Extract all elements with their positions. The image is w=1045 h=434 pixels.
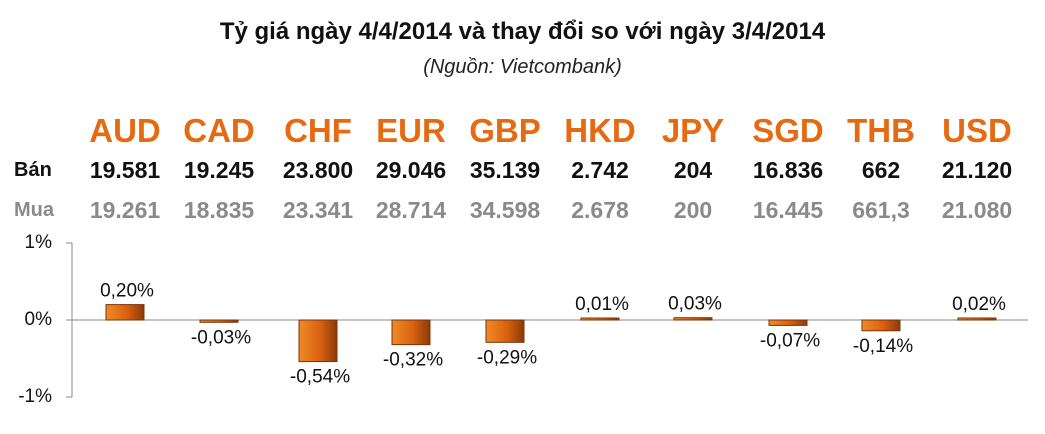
data-label: -0,54%: [290, 367, 350, 388]
buy-rate: 2.678: [571, 197, 629, 223]
data-label: -0,03%: [191, 327, 251, 348]
bar-cad: [199, 319, 239, 323]
sell-rate: 662: [861, 157, 901, 183]
bar-jpy: [673, 317, 713, 321]
buy-row-label: Mua: [14, 199, 54, 221]
sell-rate: 19.245: [183, 157, 255, 183]
buy-rate: 16.445: [752, 197, 824, 223]
data-label: 0,03%: [668, 294, 722, 315]
sell-rate: 29.046: [375, 157, 447, 183]
sell-rate: 19.581: [89, 157, 161, 183]
currency-code: SGD: [752, 112, 824, 149]
sell-rate: 35.139: [469, 157, 541, 183]
currency-code: GBP: [469, 112, 541, 149]
buy-rate: 34.598: [469, 197, 541, 223]
data-label: -0,32%: [383, 350, 443, 371]
bar-aud: [105, 304, 145, 321]
data-label: -0,29%: [477, 347, 537, 368]
buy-rate: 661,3: [852, 197, 910, 223]
bar-gbp: [485, 319, 525, 343]
currency-code: USD: [942, 112, 1012, 149]
y-tick-label: 1%: [24, 232, 52, 253]
currency-code: THB: [847, 112, 915, 149]
y-tick-label: -1%: [18, 386, 52, 407]
bar-eur: [391, 319, 431, 346]
currency-code: CHF: [284, 112, 352, 149]
chart-source: (Nguồn: Vietcombank): [423, 56, 622, 78]
data-label: -0,14%: [853, 336, 913, 357]
buy-rate: 19.261: [89, 197, 161, 223]
data-label: -0,07%: [760, 330, 820, 351]
bar-thb: [861, 319, 901, 332]
bar-hkd: [580, 317, 620, 321]
buy-rate: 21.080: [941, 197, 1013, 223]
bar-usd: [957, 317, 997, 321]
currency-code: CAD: [183, 112, 255, 149]
buy-rate: 200: [673, 197, 713, 223]
sell-rate: 23.800: [282, 157, 354, 183]
currency-code: JPY: [661, 112, 725, 149]
data-label: 0,20%: [100, 281, 154, 302]
sell-rate: 2.742: [571, 157, 629, 183]
data-label: 0,01%: [575, 294, 629, 315]
data-label: 0,02%: [952, 294, 1006, 315]
currency-code: AUD: [89, 112, 161, 149]
buy-rate: 28.714: [375, 197, 447, 223]
buy-rate: 18.835: [183, 197, 255, 223]
bar-chf: [298, 319, 338, 363]
bar-sgd: [768, 319, 808, 326]
currency-code: EUR: [376, 112, 446, 149]
currency-code: HKD: [564, 112, 636, 149]
sell-rate: 21.120: [941, 157, 1013, 183]
sell-rate: 204: [673, 157, 713, 183]
sell-rate: 16.836: [752, 157, 824, 183]
chart-title: Tỷ giá ngày 4/4/2014 và thay đổi so với …: [219, 18, 826, 45]
y-tick-label: 0%: [24, 309, 52, 330]
buy-rate: 23.341: [282, 197, 354, 223]
sell-row-label: Bán: [14, 159, 52, 181]
